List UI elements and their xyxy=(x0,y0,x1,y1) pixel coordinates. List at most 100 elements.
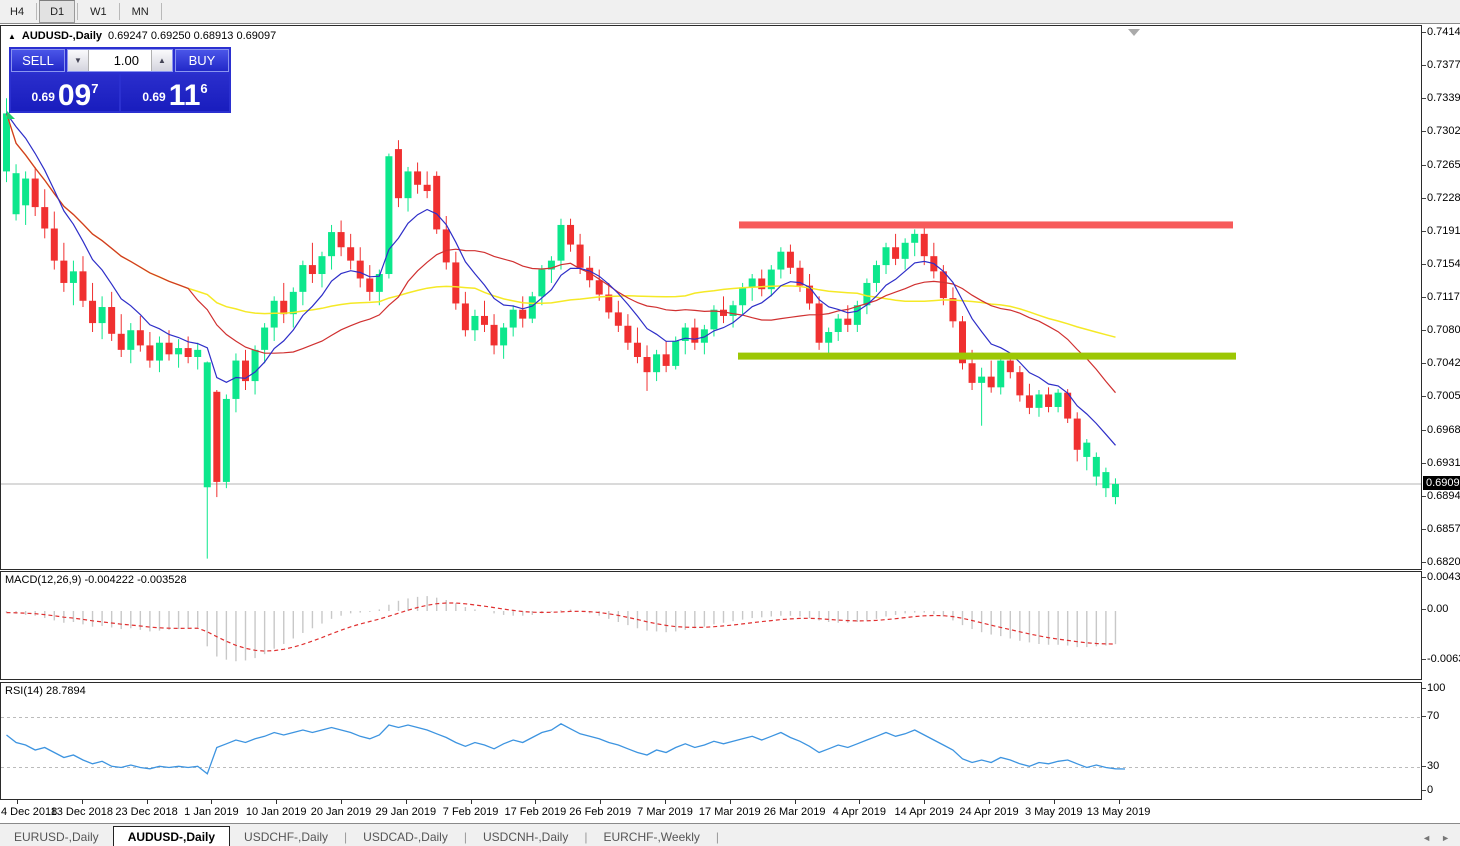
candle xyxy=(1016,365,1024,402)
date-axis-tick xyxy=(535,800,537,804)
toolbar-separator xyxy=(118,3,120,20)
candle xyxy=(786,244,794,275)
candle xyxy=(318,251,326,288)
date-axis-tick xyxy=(405,800,407,804)
date-axis-tick xyxy=(924,800,926,804)
candle xyxy=(41,189,49,239)
scroll-position-marker-icon[interactable] xyxy=(1128,29,1140,36)
candle xyxy=(672,336,680,370)
date-axis-label: 4 Apr 2019 xyxy=(832,806,886,818)
date-axis-label: 26 Feb 2019 xyxy=(569,806,632,818)
candle xyxy=(576,233,584,275)
sell-button[interactable]: SELL xyxy=(11,49,65,72)
candle xyxy=(882,242,890,275)
chart-tab-audusd-daily[interactable]: AUDUSD-,Daily xyxy=(112,826,231,846)
timeframe-button-d1[interactable]: D1 xyxy=(39,0,76,23)
candle xyxy=(471,309,479,341)
sell-price-big: 09 xyxy=(57,79,92,112)
macd-axis-tick: 0.00 xyxy=(1421,603,1449,615)
timeframe-button-h4[interactable]: H4 xyxy=(10,5,25,18)
candle xyxy=(347,233,355,270)
buy-button[interactable]: BUY xyxy=(175,49,229,72)
candle xyxy=(69,260,77,306)
date-axis-label: 13 Dec 2018 xyxy=(50,806,113,818)
tab-scroll-left-icon[interactable]: ◄ xyxy=(1422,833,1432,843)
candle xyxy=(997,356,1005,395)
price-plot[interactable] xyxy=(1,26,1421,569)
candle xyxy=(242,349,249,391)
chart-tab-bar: EURUSD-,Daily AUDUSD-,Daily USDCHF-,Daily |… xyxy=(0,823,1460,846)
candle xyxy=(547,256,555,283)
sell-price-pip: 7 xyxy=(91,81,99,96)
candle xyxy=(567,218,575,252)
candle xyxy=(662,340,670,373)
candle xyxy=(557,218,565,270)
macd-plot[interactable] xyxy=(1,572,1421,679)
sell-price-small: 0.69 xyxy=(31,90,55,104)
sell-price-tile[interactable]: 0.69 09 7 xyxy=(11,74,119,111)
date-axis[interactable]: 4 Dec 2018 13 Dec 2018 23 Dec 2018 1 Jan 20… xyxy=(0,800,1421,823)
date-axis-tick xyxy=(1053,800,1055,804)
macd-axis-tick: -0.006373 xyxy=(1422,653,1460,665)
candle xyxy=(3,98,10,183)
chart-tab-eurusd-daily[interactable]: EURUSD-,Daily xyxy=(14,830,99,844)
candle xyxy=(1083,439,1091,471)
resistance-line[interactable] xyxy=(739,221,1233,229)
candle xyxy=(337,220,345,257)
candle xyxy=(720,296,727,324)
candle xyxy=(423,171,431,199)
candle xyxy=(50,211,58,270)
date-axis-label: 14 Apr 2019 xyxy=(894,806,954,818)
chart-tab-usdcad-daily[interactable]: USDCAD-,Daily xyxy=(363,830,448,844)
collapse-icon[interactable]: ▲ xyxy=(8,31,16,41)
candle xyxy=(806,274,814,310)
candle xyxy=(232,353,240,413)
candle xyxy=(490,314,498,355)
buy-price-small: 0.69 xyxy=(142,90,166,104)
toolbar-separator xyxy=(77,3,79,20)
tab-scroll-right-icon[interactable]: ► xyxy=(1441,833,1450,843)
rsi-axis-tick: 30 xyxy=(1421,759,1440,772)
buy-price-pip: 6 xyxy=(200,81,208,96)
date-axis-tick xyxy=(276,800,278,804)
chart-title: ▲ AUDUSD-,Daily 0.69247 0.69250 0.68913 … xyxy=(8,30,276,42)
candle xyxy=(79,256,87,308)
candle xyxy=(643,345,651,391)
timeframe-button-mn[interactable]: MN xyxy=(131,5,149,18)
candle xyxy=(949,287,957,328)
date-axis-tick xyxy=(146,800,148,804)
candle xyxy=(691,318,699,350)
rsi-plot[interactable] xyxy=(1,683,1421,799)
candle xyxy=(834,314,842,341)
macd-panel: MACD(12,26,9) -0.004222 -0.003528 0.0043… xyxy=(0,571,1460,680)
candle xyxy=(500,323,508,359)
timeframe-button-w1[interactable]: W1 xyxy=(90,5,107,18)
volume-input[interactable]: 1.00 xyxy=(113,53,139,68)
date-axis-label: 29 Jan 2019 xyxy=(375,806,437,818)
date-axis-label: 3 May 2019 xyxy=(1025,806,1083,818)
candle xyxy=(280,282,288,324)
chart-tab-usdchf-daily[interactable]: USDCHF-,Daily xyxy=(244,830,329,844)
buy-price-tile[interactable]: 0.69 11 6 xyxy=(121,74,229,111)
rsi-axis-tick: 100 xyxy=(1421,682,1446,694)
chart-tab-eurchf-weekly[interactable]: EURCHF-,Weekly xyxy=(603,830,700,844)
chart-tab-usdcnh-daily[interactable]: USDCNH-,Daily xyxy=(482,830,569,844)
date-axis-tick xyxy=(470,800,472,804)
volume-increase-button[interactable]: ▲ xyxy=(151,50,172,71)
support-line[interactable] xyxy=(738,352,1236,360)
date-axis-label: 13 May 2019 xyxy=(1086,806,1151,818)
candle xyxy=(700,324,708,355)
candle xyxy=(509,305,517,337)
chart-symbol-label: AUDUSD-,Daily xyxy=(21,30,102,42)
date-axis-label: 26 Mar 2019 xyxy=(763,806,826,818)
volume-decrease-button[interactable]: ▼ xyxy=(68,50,89,71)
candle xyxy=(184,336,192,364)
date-axis-label: 4 Dec 2018 xyxy=(1,806,58,818)
